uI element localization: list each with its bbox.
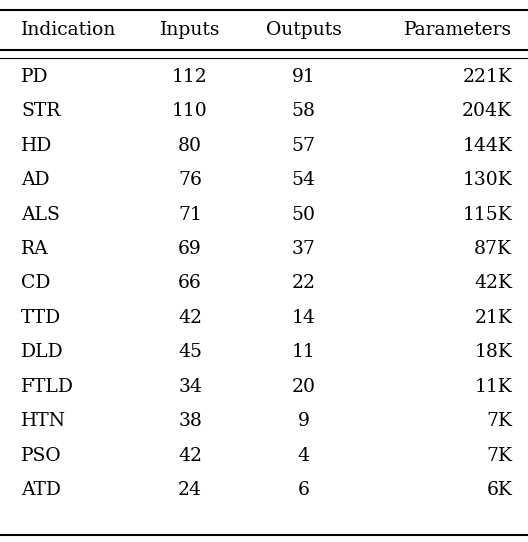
- Text: 71: 71: [178, 205, 202, 224]
- Text: 54: 54: [291, 171, 316, 189]
- Text: 69: 69: [178, 240, 202, 258]
- Text: DLD: DLD: [21, 343, 64, 362]
- Text: 112: 112: [172, 68, 208, 86]
- Text: 21K: 21K: [474, 309, 512, 327]
- Text: 6K: 6K: [486, 481, 512, 499]
- Text: Parameters: Parameters: [404, 21, 512, 39]
- Text: AD: AD: [21, 171, 50, 189]
- Text: 87K: 87K: [474, 240, 512, 258]
- Text: 57: 57: [291, 137, 316, 155]
- Text: 221K: 221K: [463, 68, 512, 86]
- Text: 22: 22: [291, 274, 316, 293]
- Text: 34: 34: [178, 378, 202, 396]
- Text: ALS: ALS: [21, 205, 60, 224]
- Text: 110: 110: [172, 102, 208, 120]
- Text: 20: 20: [291, 378, 316, 396]
- Text: 7K: 7K: [486, 412, 512, 430]
- Text: 37: 37: [291, 240, 316, 258]
- Text: TTD: TTD: [21, 309, 61, 327]
- Text: 4: 4: [298, 447, 309, 464]
- Text: 42: 42: [178, 447, 202, 464]
- Text: 9: 9: [298, 412, 309, 430]
- Text: 144K: 144K: [463, 137, 512, 155]
- Text: 45: 45: [178, 343, 202, 362]
- Text: ATD: ATD: [21, 481, 61, 499]
- Text: Outputs: Outputs: [266, 21, 342, 39]
- Text: CD: CD: [21, 274, 51, 293]
- Text: 66: 66: [178, 274, 202, 293]
- Text: STR: STR: [21, 102, 61, 120]
- Text: 130K: 130K: [463, 171, 512, 189]
- Text: HD: HD: [21, 137, 52, 155]
- Text: 80: 80: [178, 137, 202, 155]
- Text: 42: 42: [178, 309, 202, 327]
- Text: 38: 38: [178, 412, 202, 430]
- Text: FTLD: FTLD: [21, 378, 74, 396]
- Text: 11K: 11K: [475, 378, 512, 396]
- Text: Inputs: Inputs: [160, 21, 220, 39]
- Text: 42K: 42K: [474, 274, 512, 293]
- Text: 6: 6: [298, 481, 309, 499]
- Text: 76: 76: [178, 171, 202, 189]
- Text: PD: PD: [21, 68, 49, 86]
- Text: 115K: 115K: [463, 205, 512, 224]
- Text: 91: 91: [292, 68, 315, 86]
- Text: 50: 50: [291, 205, 316, 224]
- Text: 204K: 204K: [462, 102, 512, 120]
- Text: PSO: PSO: [21, 447, 62, 464]
- Text: 7K: 7K: [486, 447, 512, 464]
- Text: HTN: HTN: [21, 412, 66, 430]
- Text: Indication: Indication: [21, 21, 117, 39]
- Text: 14: 14: [291, 309, 316, 327]
- Text: 18K: 18K: [474, 343, 512, 362]
- Text: 58: 58: [291, 102, 316, 120]
- Text: 24: 24: [178, 481, 202, 499]
- Text: 11: 11: [292, 343, 315, 362]
- Text: RA: RA: [21, 240, 49, 258]
